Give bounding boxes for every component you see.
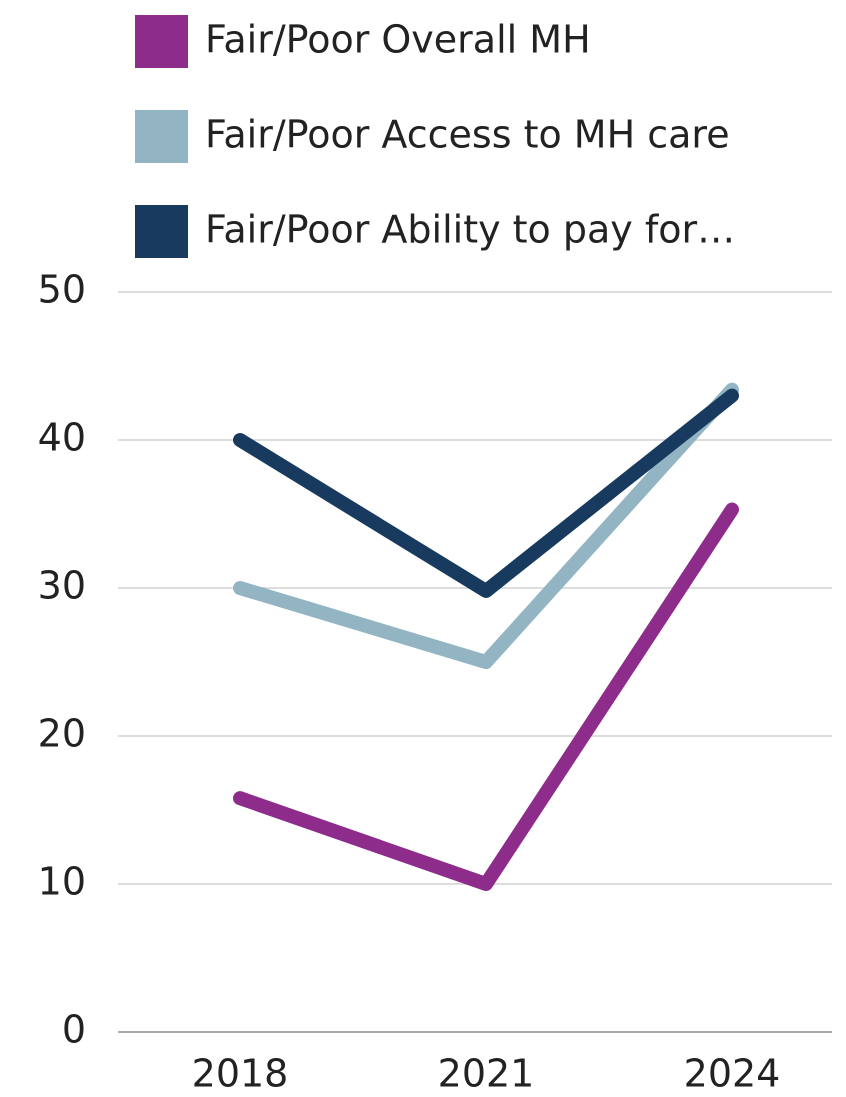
y-tick-label: 10 bbox=[38, 860, 86, 904]
legend-label: Fair/Poor Ability to pay for… bbox=[205, 208, 735, 252]
legend-label: Fair/Poor Overall MH bbox=[205, 18, 591, 62]
legend-swatch bbox=[135, 110, 188, 163]
legend-label: Fair/Poor Access to MH care bbox=[205, 113, 730, 157]
y-tick-label: 40 bbox=[38, 416, 86, 460]
y-tick-label: 30 bbox=[38, 564, 86, 608]
x-tick-label: 2021 bbox=[438, 1052, 535, 1096]
x-tick-label: 2018 bbox=[192, 1052, 289, 1096]
series-line bbox=[233, 502, 739, 891]
y-tick-label: 20 bbox=[38, 712, 86, 756]
x-tick-label: 2024 bbox=[684, 1052, 781, 1096]
y-tick-label: 0 bbox=[62, 1008, 86, 1052]
series-line bbox=[233, 382, 739, 669]
legend-swatch bbox=[135, 15, 188, 68]
series-line bbox=[233, 388, 739, 598]
legend-swatch bbox=[135, 205, 188, 258]
y-tick-label: 50 bbox=[38, 268, 86, 312]
